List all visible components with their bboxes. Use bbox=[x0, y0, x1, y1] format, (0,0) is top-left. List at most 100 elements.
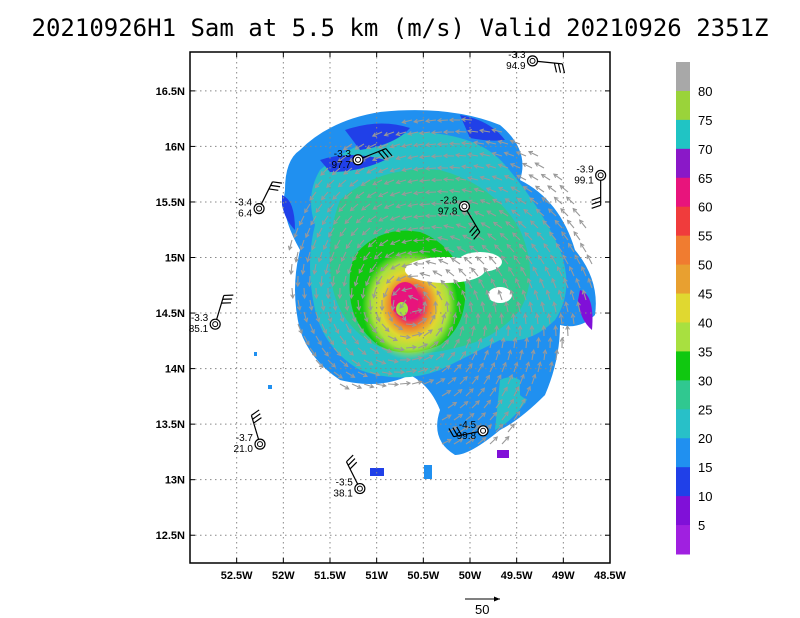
wind-vector bbox=[527, 278, 533, 289]
wind-vector-head bbox=[494, 244, 499, 250]
wind-vector bbox=[505, 302, 509, 313]
wind-vector bbox=[572, 314, 575, 325]
wind-vector-head bbox=[454, 129, 460, 135]
wind-vector-head bbox=[307, 282, 313, 288]
x-tick-label: 49W bbox=[552, 570, 575, 582]
wind-vector-head bbox=[401, 119, 407, 124]
wind-vector bbox=[525, 362, 530, 373]
wind-vector bbox=[354, 275, 359, 286]
wind-vector-head bbox=[356, 306, 362, 312]
wind-vector bbox=[435, 327, 443, 337]
wind-vector-head bbox=[371, 156, 377, 162]
wind-vector-head bbox=[502, 277, 508, 284]
dropsonde-temp: -4.5 bbox=[459, 420, 477, 431]
wind-vector-head bbox=[365, 281, 370, 287]
wind-vector-head bbox=[394, 382, 400, 387]
wind-vector bbox=[323, 239, 329, 250]
colorbar-segment bbox=[676, 496, 690, 526]
wind-barb-flag bbox=[270, 184, 281, 188]
wind-vector bbox=[562, 255, 569, 265]
wind-vector-head bbox=[388, 317, 393, 323]
wind-vector bbox=[554, 220, 563, 229]
wind-vector-head bbox=[499, 312, 504, 318]
colorbar-segment bbox=[676, 467, 690, 497]
wind-vector-head bbox=[482, 324, 488, 331]
wind-vector-head bbox=[541, 324, 547, 330]
wind-vector-head bbox=[389, 143, 395, 149]
wind-vector bbox=[551, 278, 557, 289]
x-tick-label: 49.5W bbox=[501, 570, 533, 582]
wind-vector-head bbox=[458, 413, 464, 419]
wind-vector bbox=[413, 239, 425, 242]
wind-vector-head bbox=[395, 131, 401, 137]
wind-vector bbox=[440, 280, 449, 289]
wind-vector bbox=[541, 197, 551, 205]
wind-vector bbox=[378, 167, 389, 173]
wind-vector-head bbox=[504, 411, 509, 417]
wind-vector-head bbox=[363, 317, 369, 323]
wind-vector-head bbox=[322, 329, 327, 335]
wind-barb-flag bbox=[591, 204, 601, 209]
wind-vector-head bbox=[529, 220, 535, 226]
y-tick-label: 12.5N bbox=[156, 530, 185, 542]
wind-vector bbox=[435, 353, 445, 361]
wind-vector-head bbox=[355, 218, 361, 224]
dropsonde-temp: -3.9 bbox=[576, 164, 594, 175]
lat-lon-grid bbox=[190, 52, 610, 563]
wind-vector bbox=[297, 323, 303, 334]
wind-vector bbox=[437, 190, 449, 193]
y-tick-label: 13N bbox=[165, 475, 185, 487]
wind-vector bbox=[463, 257, 473, 265]
dropsonde: -3.385.1 bbox=[189, 294, 234, 335]
wind-vector bbox=[505, 198, 515, 205]
wind-vector-head bbox=[356, 243, 362, 249]
wind-vector-head bbox=[557, 289, 563, 295]
wind-vector-head bbox=[450, 351, 456, 357]
wind-vector-head bbox=[522, 162, 528, 168]
wind-vector bbox=[477, 363, 484, 373]
wind-vector bbox=[529, 302, 533, 313]
wind-vector bbox=[480, 153, 491, 157]
wind-vector-head bbox=[374, 349, 380, 354]
wind-vector bbox=[483, 375, 490, 385]
wind-vector-head bbox=[418, 225, 424, 231]
wind-vector-head bbox=[495, 266, 501, 272]
wind-vector-head bbox=[444, 339, 450, 345]
wind-vector bbox=[290, 263, 293, 275]
wind-vector-head bbox=[367, 242, 373, 248]
wind-vector-head bbox=[526, 385, 531, 391]
wind-vector-head bbox=[398, 325, 404, 331]
wind-vector-head bbox=[442, 153, 448, 159]
wind-vector bbox=[534, 290, 539, 301]
wind-vector-head bbox=[329, 257, 334, 263]
wind-vector bbox=[519, 243, 527, 253]
colorbar-segment bbox=[676, 148, 690, 179]
wind-vector-head bbox=[485, 289, 491, 295]
wind-vector-head bbox=[515, 277, 520, 283]
wind-vector bbox=[299, 215, 305, 226]
wind-vector bbox=[565, 302, 569, 313]
wind-vector-head bbox=[507, 349, 513, 355]
wind-vector-head bbox=[497, 139, 503, 145]
wind-vector bbox=[557, 266, 563, 277]
wind-vector bbox=[523, 209, 533, 217]
wind-vector-head bbox=[490, 361, 496, 368]
wind-vector-head bbox=[424, 118, 430, 124]
wind-vector bbox=[390, 191, 401, 196]
wind-vector-head bbox=[349, 206, 355, 212]
wind-vector bbox=[361, 203, 371, 211]
wind-vector-head bbox=[503, 175, 509, 180]
wind-vector bbox=[539, 278, 545, 289]
wind-vector bbox=[333, 371, 343, 379]
wind-vector-head bbox=[516, 197, 522, 203]
wind-vector-head bbox=[495, 349, 501, 355]
wind-vector-head bbox=[487, 312, 493, 318]
wind-vector-head bbox=[481, 412, 486, 417]
wind-vector-head bbox=[406, 250, 413, 256]
wind-vector bbox=[363, 383, 374, 388]
wind-vector-head bbox=[502, 361, 507, 367]
wind-vector-head bbox=[521, 398, 526, 404]
wind-vector-head bbox=[431, 248, 437, 253]
wind-vector-head bbox=[320, 195, 326, 201]
wind-vector-head bbox=[569, 289, 575, 295]
